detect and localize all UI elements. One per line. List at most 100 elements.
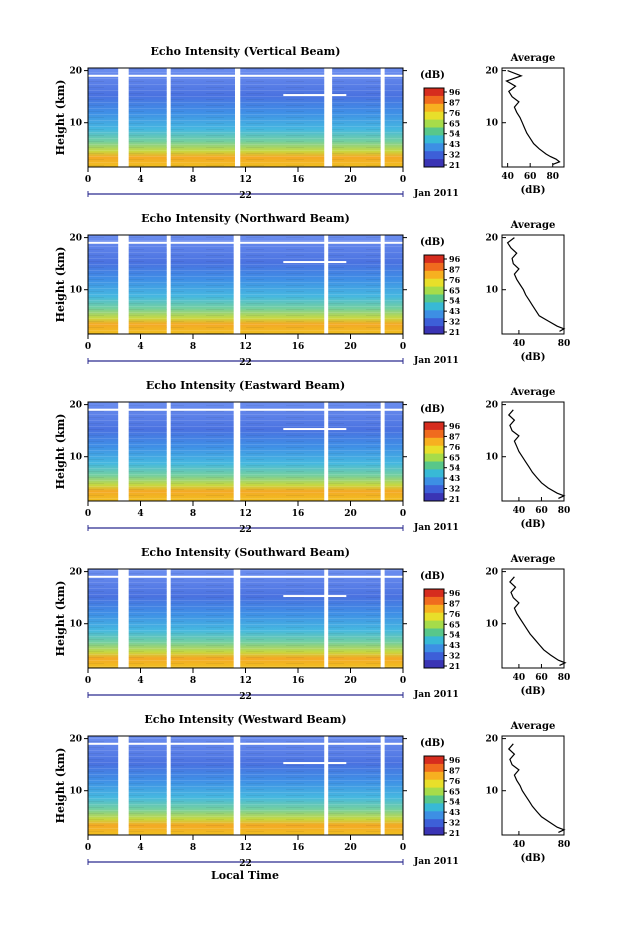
date-label: Jan 2011 <box>413 690 459 700</box>
x-tick-label: 4 <box>137 509 143 519</box>
colorbar-tick-label: 32 <box>449 317 460 327</box>
y-tick-label: 10 <box>69 620 82 630</box>
colorbar-tick-label: 96 <box>449 254 461 264</box>
x-tick-label: 20 <box>344 843 357 853</box>
average-y-tick-label: 10 <box>485 453 498 463</box>
colorbar-tick-label: 76 <box>449 609 461 619</box>
colorbar-swatch <box>424 628 444 637</box>
x-tick-label: 0 <box>85 342 91 352</box>
colorbar-tick-label: 43 <box>449 807 461 817</box>
date-label: Jan 2011 <box>413 857 459 867</box>
x-tick-label: 16 <box>292 843 305 853</box>
average-y-tick-label: 10 <box>485 620 498 630</box>
y-axis-label: Height (km) <box>54 748 67 824</box>
day-label: 22 <box>239 692 252 702</box>
data-gap-band <box>118 402 129 501</box>
panel-title: Echo Intensity (Eastward Beam) <box>146 379 345 392</box>
x-tick-label: 0 <box>85 175 91 185</box>
x-tick-label: 0 <box>85 509 91 519</box>
colorbar-swatch <box>424 485 444 494</box>
data-gap-band <box>235 68 241 167</box>
colorbar-frame <box>423 254 445 335</box>
average-profile-line <box>509 576 567 666</box>
x-tick-label: 8 <box>190 676 196 686</box>
y-tick-label: 20 <box>69 67 82 77</box>
colorbar-swatch <box>424 477 444 486</box>
colorbar-tick-label: 76 <box>449 442 461 452</box>
colorbar-swatch <box>424 326 444 335</box>
x-tick-label: 4 <box>137 843 143 853</box>
colorbar-tick-label: 54 <box>449 129 461 139</box>
colorbar-tick-label: 87 <box>449 264 460 274</box>
x-tick-label: 8 <box>190 843 196 853</box>
colorbar-swatch <box>424 612 444 622</box>
average-x-tick-label: 60 <box>524 172 537 182</box>
data-gap-band <box>118 569 129 668</box>
colorbar-swatch <box>424 262 444 272</box>
data-gap-band <box>380 569 385 668</box>
average-x-tick-label: 40 <box>513 339 526 349</box>
colorbar-tick-label: 96 <box>449 588 461 598</box>
colorbar-swatch <box>424 318 444 327</box>
average-y-tick-label: 10 <box>485 286 498 296</box>
colorbar-frame <box>423 87 445 168</box>
colorbar-tick-label: 54 <box>449 630 461 640</box>
heatmap-texture <box>88 569 403 668</box>
panel-2: Echo Intensity (Northward Beam)2010Heigh… <box>54 212 570 368</box>
average-x-label: (dB) <box>521 519 546 530</box>
heatmap-texture <box>88 736 403 835</box>
colorbar-frame <box>423 755 445 836</box>
average-x-tick-label: 40 <box>501 172 514 182</box>
colorbar-swatch <box>424 756 444 765</box>
panel-title: Echo Intensity (Westward Beam) <box>144 713 346 726</box>
x-tick-label: 20 <box>344 175 357 185</box>
data-gap-band <box>324 736 329 835</box>
colorbar-tick-label: 32 <box>449 651 460 661</box>
colorbar-swatch <box>424 422 444 431</box>
x-tick-label: 12 <box>239 843 252 853</box>
colorbar-tick-label: 96 <box>449 755 461 765</box>
average-x-label: (dB) <box>521 853 546 864</box>
x-tick-label: 20 <box>344 509 357 519</box>
average-title: Average <box>510 387 556 398</box>
colorbar-swatch <box>424 469 444 478</box>
colorbar-tick-label: 43 <box>449 306 461 316</box>
y-tick-label: 20 <box>69 401 82 411</box>
average-x-tick-label: 60 <box>535 506 548 516</box>
average-x-tick-label: 80 <box>558 506 571 516</box>
colorbar-tick-label: 87 <box>449 765 460 775</box>
heatmap-texture <box>88 68 403 167</box>
colorbar-frame <box>423 421 445 502</box>
x-tick-label: 4 <box>137 676 143 686</box>
colorbar-swatch <box>424 819 444 828</box>
colorbar-swatch <box>424 119 444 128</box>
colorbar-tick-label: 65 <box>449 786 460 796</box>
colorbar-swatch <box>424 103 444 113</box>
average-x-label: (dB) <box>521 185 546 196</box>
x-tick-label: 16 <box>292 676 305 686</box>
average-profile-line <box>507 409 566 499</box>
colorbar-swatch <box>424 111 444 121</box>
date-label: Jan 2011 <box>413 356 459 366</box>
colorbar-tick-label: 76 <box>449 776 461 786</box>
clear-air-band <box>88 408 403 411</box>
y-tick-label: 20 <box>69 234 82 244</box>
colorbar-unit: (dB) <box>420 237 445 248</box>
average-profile-line <box>505 70 561 165</box>
colorbar-swatch <box>424 286 444 295</box>
x-tick-label: 20 <box>344 342 357 352</box>
clear-air-band <box>283 762 347 765</box>
x-tick-label: 8 <box>190 342 196 352</box>
colorbar-swatch <box>424 771 444 781</box>
colorbar-swatch <box>424 596 444 606</box>
colorbar-swatch <box>424 151 444 160</box>
x-tick-label: 4 <box>137 175 143 185</box>
colorbar-swatch <box>424 620 444 629</box>
colorbar-tick-label: 54 <box>449 296 461 306</box>
y-tick-label: 20 <box>69 568 82 578</box>
colorbar-swatch <box>424 294 444 303</box>
colorbar-tick-label: 43 <box>449 139 461 149</box>
date-label: Jan 2011 <box>413 189 459 199</box>
x-tick-label: 12 <box>239 509 252 519</box>
